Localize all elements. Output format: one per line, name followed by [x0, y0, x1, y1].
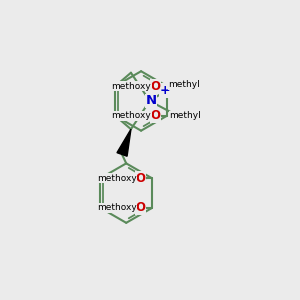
Text: methoxy: methoxy: [97, 174, 136, 183]
Text: methyl: methyl: [168, 80, 200, 89]
Text: O: O: [136, 172, 146, 185]
Text: O: O: [136, 202, 146, 214]
Text: O: O: [150, 80, 161, 93]
Text: O: O: [150, 109, 161, 122]
Text: +: +: [160, 84, 170, 97]
Text: methoxy: methoxy: [97, 203, 136, 212]
Text: methyl: methyl: [169, 111, 201, 120]
Polygon shape: [117, 129, 131, 156]
Text: methoxy: methoxy: [112, 111, 151, 120]
Text: N: N: [146, 94, 157, 107]
Text: methoxy: methoxy: [112, 82, 151, 91]
